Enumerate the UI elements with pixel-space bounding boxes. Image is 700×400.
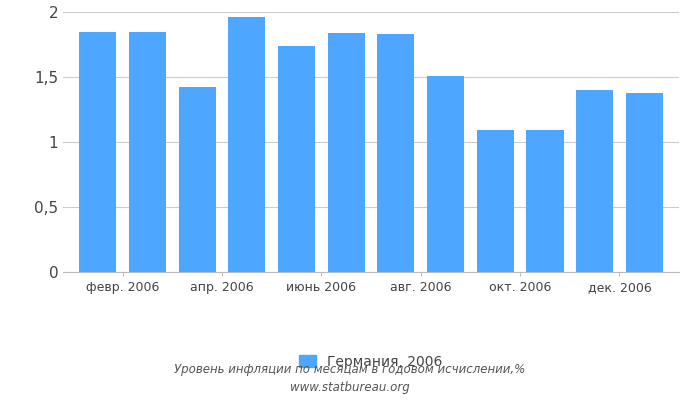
Bar (626, 93, 663, 272)
Bar (477, 130, 514, 272)
Bar (278, 46, 315, 272)
Bar (129, 32, 166, 272)
Bar (178, 87, 216, 272)
Text: www.statbureau.org: www.statbureau.org (290, 382, 410, 394)
Bar (526, 130, 564, 272)
Bar (228, 17, 265, 272)
Legend: Германия, 2006: Германия, 2006 (294, 349, 448, 374)
Bar (79, 32, 116, 272)
Bar (328, 33, 365, 272)
Text: Уровень инфляции по месяцам в годовом исчислении,%: Уровень инфляции по месяцам в годовом ис… (174, 364, 526, 376)
Bar (427, 76, 464, 272)
Bar (576, 90, 613, 272)
Bar (377, 34, 414, 272)
